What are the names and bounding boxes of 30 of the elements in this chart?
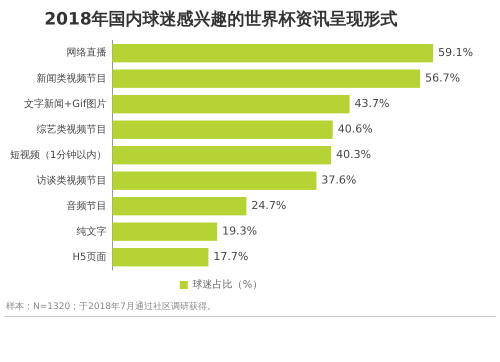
bar bbox=[112, 197, 246, 216]
data-label: 40.6% bbox=[338, 122, 373, 136]
legend-label: 球迷占比（%） bbox=[192, 278, 262, 291]
data-label: 59.1% bbox=[438, 46, 474, 60]
data-label: 56.7% bbox=[425, 72, 460, 85]
y-tick-label: 访谈类视频节目 bbox=[36, 174, 106, 186]
y-tick-label: 短视频（1分钟以内） bbox=[10, 148, 106, 161]
data-label: 43.7% bbox=[354, 97, 390, 110]
y-tick-label: H5页面 bbox=[72, 252, 106, 263]
y-tick-label: 纯文字 bbox=[76, 225, 106, 238]
bar bbox=[112, 94, 350, 114]
chart-title: 2018年国内球迷感兴趣的世界杯资讯呈现形式 bbox=[44, 10, 398, 30]
y-tick-label: 文字新闻+Gif图片 bbox=[24, 98, 106, 110]
y-tick-label: 网络直播 bbox=[66, 46, 106, 59]
text: 样本：N=1320；于2018年7月通过社区调研获得。 bbox=[6, 300, 216, 313]
y-tick-label: 综艺类视频节目 bbox=[36, 123, 106, 136]
bar bbox=[112, 172, 316, 190]
data-label: 24.7% bbox=[251, 199, 286, 212]
bar bbox=[112, 69, 420, 88]
y-tick-label: 音频节目 bbox=[66, 200, 106, 212]
bar bbox=[112, 44, 434, 62]
data-label: 40.3% bbox=[336, 148, 372, 162]
data-label: 17.7% bbox=[213, 250, 248, 264]
bar bbox=[112, 248, 208, 266]
data-label: 37.6% bbox=[321, 174, 356, 187]
bar bbox=[112, 120, 333, 139]
y-tick-label: 新闻类视频节目 bbox=[36, 72, 106, 84]
data-label: 19.3% bbox=[222, 224, 258, 238]
bar bbox=[112, 146, 332, 164]
bar bbox=[112, 222, 218, 241]
